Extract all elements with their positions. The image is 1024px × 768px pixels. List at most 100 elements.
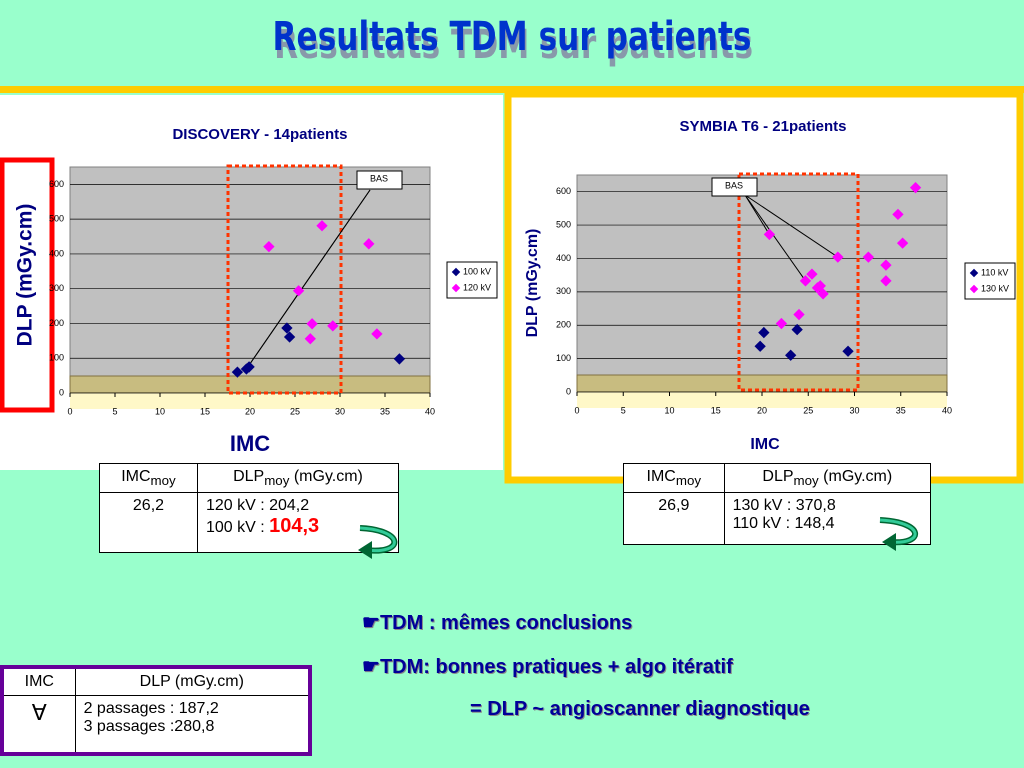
point <box>799 275 812 287</box>
point <box>263 240 275 253</box>
point <box>793 308 805 321</box>
annotation: BAS <box>370 173 388 183</box>
cell: 100 kV : <box>205 519 270 537</box>
point <box>306 318 318 330</box>
annotation-arrow <box>744 194 839 258</box>
x-tick-label: 10 <box>664 405 674 415</box>
cell: 2 passages : 187,2 <box>83 700 219 717</box>
header: IMC <box>1 666 76 696</box>
table: IMC DLP (mGy.cm) ∀ 2 passages : 187,2 3 pa… <box>0 665 312 756</box>
legend-box <box>446 261 498 299</box>
cell: 130 kV : 370,8 <box>732 497 836 515</box>
legend-swatch <box>451 267 461 277</box>
highlight-box <box>226 164 343 395</box>
x-tick-label: 20 <box>757 405 767 415</box>
x-tick-label: 5 <box>112 406 117 416</box>
x-tick-label: 30 <box>335 406 345 416</box>
cell-highlight: 104,3 <box>269 515 320 538</box>
label-frame <box>0 157 55 413</box>
point <box>909 182 922 194</box>
x-tick-label: 15 <box>200 406 210 416</box>
point <box>880 275 892 287</box>
y-tick-label: 0 <box>566 386 571 396</box>
cell: ∀ <box>1 695 76 754</box>
cell: 26,9 <box>623 492 725 546</box>
point <box>393 353 406 365</box>
point <box>243 361 255 373</box>
plot-area <box>69 166 431 394</box>
x-tick-label: 35 <box>896 405 906 415</box>
y-tick-label: 600 <box>556 186 571 196</box>
header-sub: moy <box>264 473 290 489</box>
point <box>763 228 776 241</box>
header-sub: moy <box>675 473 702 489</box>
bullet-text: TDM : mêmes conclusions <box>379 612 633 634</box>
table: IMCmoy DLPmoy (mGy.cm) 26,2 120 kV : 204… <box>99 462 400 554</box>
legend-box <box>964 262 1016 300</box>
point <box>304 333 316 345</box>
point <box>896 237 909 249</box>
x-tick-label: 40 <box>425 406 435 416</box>
band <box>69 375 431 394</box>
header-sub: moy <box>793 473 819 489</box>
y-tick-label: 500 <box>556 219 571 229</box>
point <box>316 220 328 232</box>
x-tick-label: 15 <box>711 405 721 415</box>
point <box>292 285 305 297</box>
divider <box>0 86 1024 93</box>
header: DLP <box>762 468 794 485</box>
y-tick-label: 300 <box>49 283 64 293</box>
point <box>363 238 375 250</box>
x-tick-label: 5 <box>621 405 626 415</box>
chart-title: SYMBIA T6 - 21patients <box>680 118 847 135</box>
x-tick-label: 25 <box>290 406 300 416</box>
x-tick-label: 40 <box>942 405 952 415</box>
y-tick-label: 600 <box>49 179 64 189</box>
header: DLP <box>233 468 265 485</box>
bullet: ☛TDM : mêmes conclusions <box>362 612 633 634</box>
bullet: ☛TDM: bonnes pratiques + algo itératif <box>362 656 733 678</box>
x-axis-label: IMC <box>750 436 780 453</box>
point <box>892 208 904 221</box>
annotation-arrow <box>245 189 371 370</box>
highlight-box <box>737 172 860 392</box>
annotation-box <box>711 177 758 197</box>
x-tick-label: 0 <box>67 406 72 416</box>
y-tick-label: 400 <box>556 253 571 263</box>
cell: 26,2 <box>99 492 198 554</box>
bullet-text: = DLP ~ angioscanner diagnostique <box>470 698 810 720</box>
table: IMCmoy DLPmoy (mGy.cm) 26,9 130 kV : 370… <box>623 462 932 546</box>
header-unit: (mGy.cm) <box>823 468 893 485</box>
point <box>880 259 892 271</box>
point <box>817 288 829 300</box>
point <box>806 268 818 280</box>
point <box>842 345 854 357</box>
point <box>758 326 770 339</box>
point <box>754 340 766 352</box>
point <box>281 322 293 334</box>
point <box>231 366 244 378</box>
bullet-text: TDM: bonnes pratiques + algo itératif <box>379 656 733 678</box>
point <box>832 251 844 263</box>
x-tick-label: 20 <box>245 406 255 416</box>
legend-swatch <box>969 284 979 294</box>
annotation-arrow <box>744 194 806 282</box>
cell: 120 kV : 204,2 <box>205 497 310 515</box>
header: IMC <box>121 468 151 485</box>
point <box>371 328 383 340</box>
plot-area <box>576 174 948 393</box>
header-unit: (mGy.cm) <box>293 468 363 485</box>
header: DLP (mGy.cm) <box>74 666 311 696</box>
x-axis-label: IMC <box>230 431 270 456</box>
y-tick-label: 300 <box>556 286 571 296</box>
point <box>283 331 296 343</box>
x-tick-label: 30 <box>849 405 859 415</box>
slide-title: Resultats TDM sur patients <box>272 14 752 60</box>
y-tick-label: 200 <box>49 318 64 328</box>
legend-swatch <box>969 268 979 278</box>
cell: 110 kV : 148,4 <box>732 515 835 533</box>
legend-swatch <box>451 283 461 293</box>
legend-label: 100 kV <box>463 266 491 276</box>
